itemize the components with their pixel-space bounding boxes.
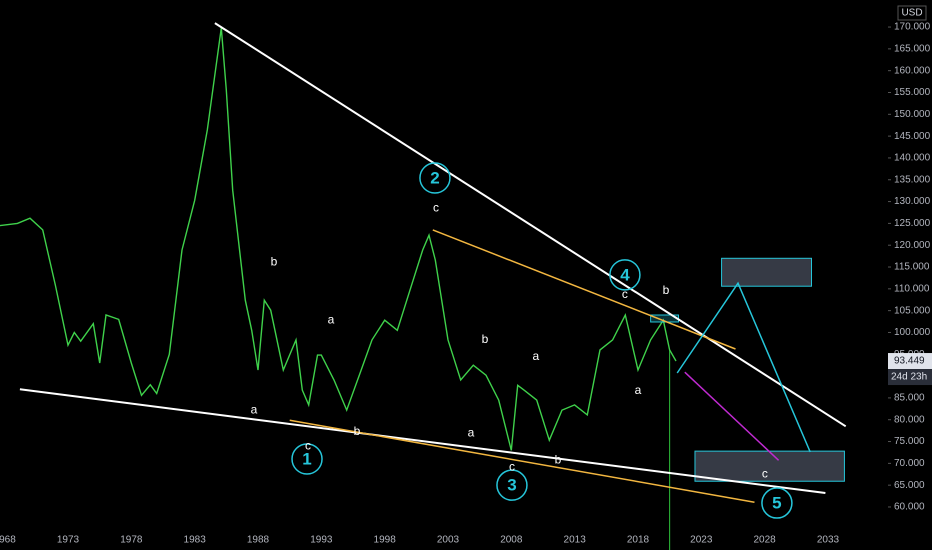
x-tick-label: 1993	[310, 535, 333, 546]
y-tick-label: 85.000	[894, 393, 925, 404]
sub-wave-label: b	[663, 283, 670, 297]
trendline	[432, 229, 736, 350]
y-tick-label: 150.000	[894, 109, 931, 120]
wave-label: 4	[620, 265, 630, 284]
price-axis	[888, 0, 932, 550]
wave-label: 1	[302, 449, 311, 468]
countdown-label: 24d 23h	[891, 372, 927, 383]
wave-label: 5	[772, 494, 781, 513]
y-tick-label: 80.000	[894, 414, 925, 425]
currency-label: USD	[901, 8, 922, 19]
y-tick-label: 165.000	[894, 44, 931, 55]
x-tick-label: 2013	[564, 535, 587, 546]
sub-wave-label: a	[468, 425, 475, 439]
price-tag	[888, 353, 932, 370]
price-line	[0, 27, 677, 451]
y-tick-label: 125.000	[894, 218, 931, 229]
target-box	[721, 257, 812, 287]
y-tick-label: 130.000	[894, 196, 931, 207]
x-tick-label: 2023	[690, 535, 713, 546]
sub-wave-label: a	[251, 402, 258, 416]
sub-wave-label: c	[305, 439, 311, 453]
y-tick-label: 110.000	[894, 283, 930, 294]
y-tick-label: 60.000	[894, 502, 925, 513]
wave-circle	[419, 162, 451, 194]
y-tick-label: 140.000	[894, 153, 931, 164]
target-box	[694, 450, 845, 482]
sub-wave-label: b	[482, 332, 489, 346]
y-tick-label: 105.000	[894, 305, 931, 316]
sub-wave-label: c	[622, 287, 628, 301]
y-tick-label: 155.000	[894, 87, 931, 98]
sub-wave-label: b	[271, 254, 278, 268]
y-tick-label: 70.000	[894, 458, 925, 469]
trendline	[214, 22, 847, 428]
x-tick-label: 1988	[247, 535, 270, 546]
x-tick-label: 2003	[437, 535, 460, 546]
sub-wave-label: c	[509, 459, 515, 473]
currency-box	[897, 5, 927, 21]
y-tick-label: 100.000	[894, 327, 931, 338]
wave-circle	[761, 487, 793, 519]
countdown-tag	[888, 369, 932, 386]
x-tick-label: 1978	[120, 535, 143, 546]
price-tag-label: 93.449	[894, 356, 925, 367]
sub-wave-label: b	[354, 424, 361, 438]
trendline	[19, 388, 826, 494]
y-tick-label: 120.000	[894, 240, 931, 251]
x-tick-label: 1998	[374, 535, 397, 546]
trendline	[684, 371, 780, 461]
y-tick-label: 170.000	[894, 22, 931, 33]
x-tick-label: 2028	[754, 535, 777, 546]
sub-wave-label: c	[762, 466, 768, 480]
x-tick-label: 2033	[817, 535, 840, 546]
y-tick-label: 145.000	[894, 131, 931, 142]
x-tick-label: 1983	[184, 535, 207, 546]
wave-circle	[609, 259, 641, 291]
sub-wave-label: a	[533, 349, 540, 363]
y-tick-label: 135.000	[894, 174, 931, 185]
wave-label: 2	[430, 168, 439, 187]
x-tick-label: 2008	[500, 535, 523, 546]
trendline	[676, 281, 811, 453]
sub-wave-label: c	[433, 200, 439, 214]
y-tick-label: 75.000	[894, 436, 925, 447]
wave-circle	[291, 443, 323, 475]
sub-wave-label: a	[328, 312, 335, 326]
trendline	[289, 419, 755, 503]
x-tick-label: 2018	[627, 535, 650, 546]
wave-label: 3	[507, 476, 516, 495]
sub-wave-label: a	[635, 383, 642, 397]
sub-wave-label: b	[555, 452, 562, 466]
x-tick-label: 1968	[0, 535, 16, 546]
wave-circle	[496, 469, 528, 501]
y-tick-label: 115.000	[894, 262, 930, 273]
y-tick-label: 160.000	[894, 65, 931, 76]
x-tick-label: 1973	[57, 535, 80, 546]
y-tick-label: 65.000	[894, 480, 925, 491]
